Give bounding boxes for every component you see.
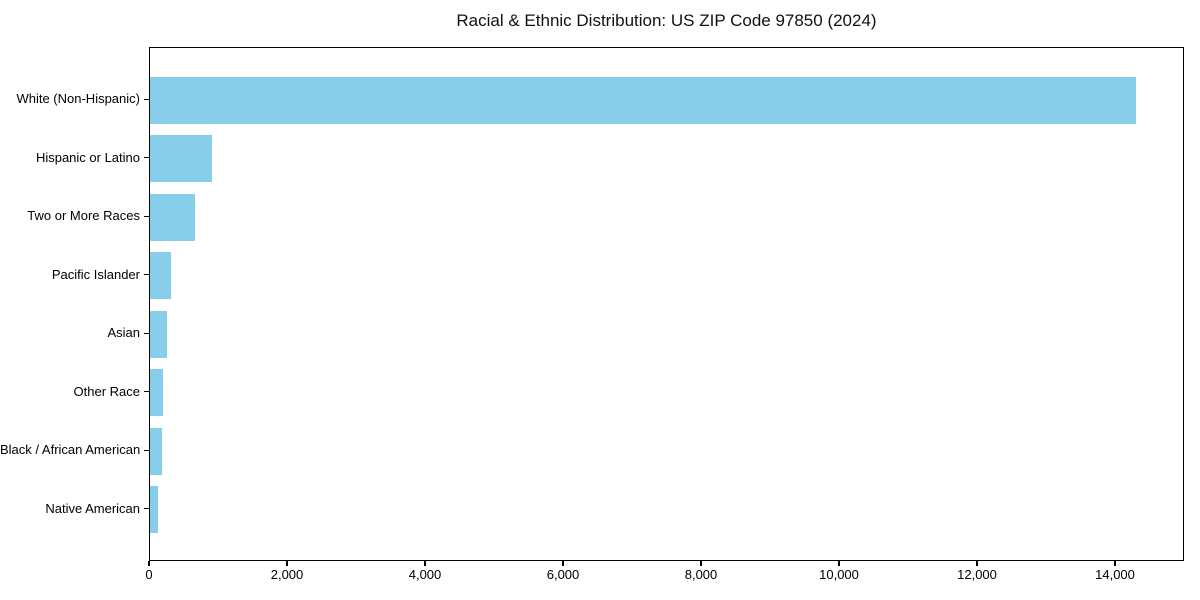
y-tick-label: Other Race [73, 383, 140, 399]
plot-area [149, 47, 1184, 561]
y-tick-label: Asian [107, 325, 140, 341]
x-tick-label: 14,000 [1095, 567, 1135, 582]
y-tick-label: Native American [45, 500, 140, 516]
y-tick-label: Black / African American [0, 442, 141, 458]
y-tick-mark [144, 157, 149, 159]
y-tick-mark [144, 449, 149, 451]
bar-native-american [150, 486, 158, 534]
bar-pacific-islander [150, 252, 171, 300]
x-tick-label: 12,000 [957, 567, 997, 582]
y-tick-mark [144, 274, 149, 276]
x-tick-mark [838, 561, 840, 566]
bar-asian [150, 310, 167, 358]
bar-white-non-hispanic [150, 76, 1137, 124]
x-tick-label: 4,000 [408, 567, 442, 582]
y-tick-mark [144, 215, 149, 217]
y-tick-label: Hispanic or Latino [35, 149, 140, 165]
x-tick-mark [976, 561, 978, 566]
x-tick-mark [700, 561, 702, 566]
y-tick-label: Pacific Islander [51, 266, 140, 282]
bar-hispanic-or-latino [150, 135, 212, 183]
bar-two-or-more-races [150, 193, 195, 241]
y-tick-mark [144, 332, 149, 334]
bar-other-race [150, 369, 163, 417]
y-tick-label: White (Non-Hispanic) [16, 91, 140, 107]
x-tick-mark [562, 561, 564, 566]
x-tick-label: 2,000 [270, 567, 304, 582]
x-tick-label: 8,000 [684, 567, 718, 582]
y-tick-mark [144, 391, 149, 393]
x-tick-mark [286, 561, 288, 566]
x-tick-mark [1114, 561, 1116, 566]
bar-black-african-american [150, 427, 162, 475]
x-tick-label: 0 [145, 567, 153, 582]
x-tick-mark [424, 561, 426, 566]
chart-title: Racial & Ethnic Distribution: US ZIP Cod… [456, 11, 877, 30]
y-tick-label: Two or More Races [27, 208, 140, 224]
y-tick-mark [144, 508, 149, 510]
x-tick-label: 10,000 [819, 567, 859, 582]
x-tick-label: 6,000 [546, 567, 580, 582]
y-tick-mark [144, 98, 149, 100]
x-tick-mark [148, 561, 150, 566]
